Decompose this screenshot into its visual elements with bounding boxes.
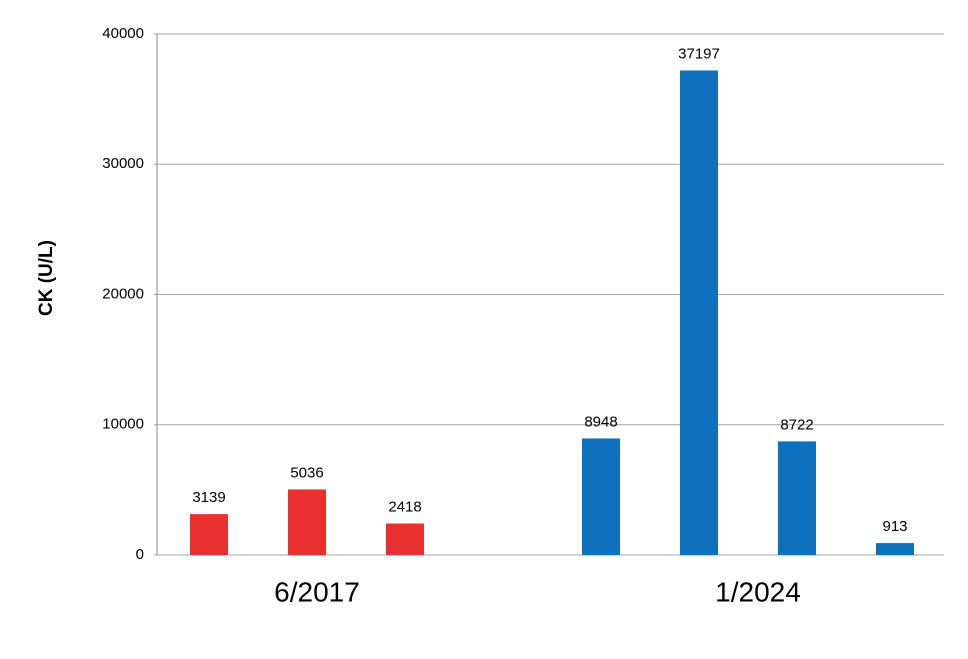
- y-tick-label: 20000: [102, 285, 144, 302]
- data-label: 8722: [780, 416, 813, 433]
- y-axis-title: CK (U/L): [36, 240, 57, 316]
- bar: [288, 489, 326, 555]
- data-label: 5036: [290, 464, 323, 481]
- bar: [386, 523, 424, 555]
- group-label: 6/2017: [274, 576, 360, 607]
- bar: [582, 438, 620, 555]
- group-label: 1/2024: [715, 576, 801, 607]
- bar: [680, 70, 718, 556]
- bar: [778, 441, 816, 555]
- y-tick-label: 0: [136, 546, 144, 563]
- y-tick-label: 30000: [102, 155, 144, 172]
- bar: [190, 514, 228, 555]
- y-tick-label: 10000: [102, 416, 144, 433]
- data-label: 913: [882, 518, 907, 535]
- y-tick-label: 40000: [102, 25, 144, 42]
- data-label: 3139: [192, 489, 225, 506]
- data-label: 2418: [388, 498, 421, 515]
- data-label: 8948: [584, 413, 617, 430]
- data-label: 37197: [678, 45, 720, 62]
- bar: [876, 543, 914, 555]
